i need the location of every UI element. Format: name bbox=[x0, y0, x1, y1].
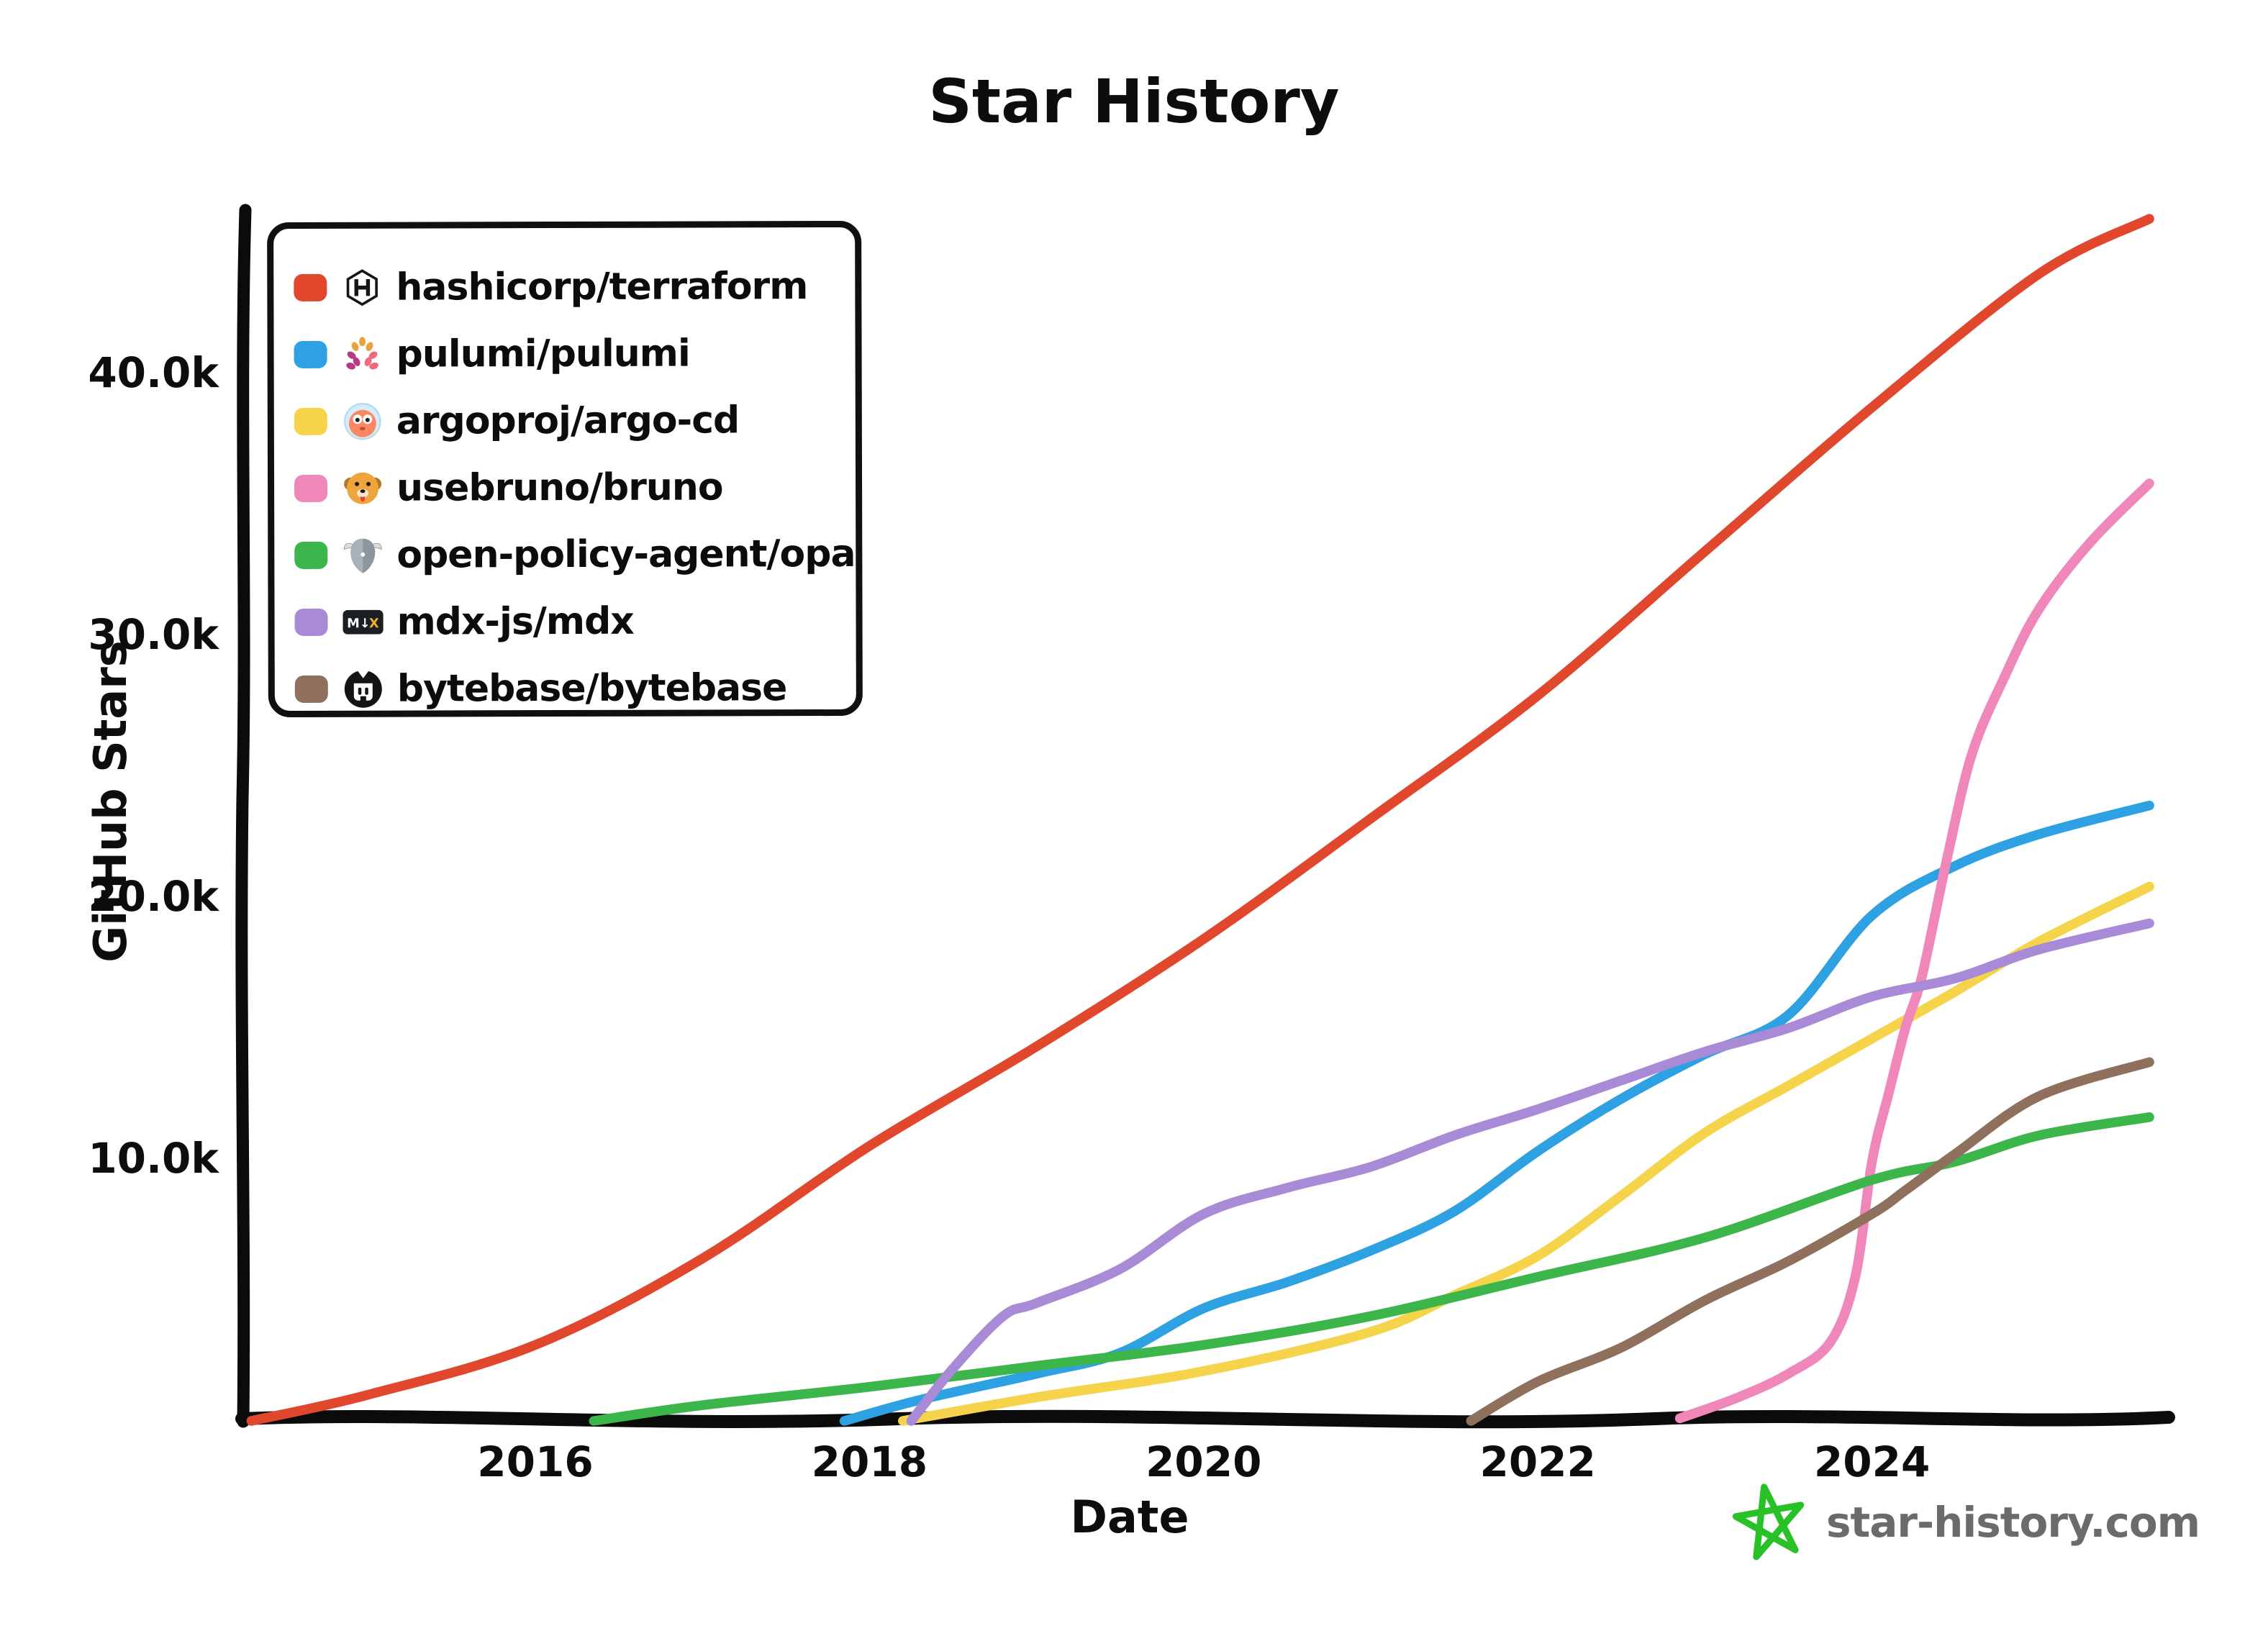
legend-item-argo-cd: argoproj/argo-cd bbox=[294, 394, 740, 447]
legend-item-bytebase: bytebase/bytebase bbox=[294, 662, 787, 715]
x-axis-label: Date bbox=[1070, 1491, 1189, 1543]
y-axis-line bbox=[235, 204, 252, 1428]
series-line-open-policy-agent-opa bbox=[589, 1112, 2154, 1426]
series-line-argoproj-argo-cd bbox=[898, 881, 2154, 1426]
x-tick-label: 2024 bbox=[1813, 1437, 1931, 1486]
series-line-bytebase-bytebase bbox=[1466, 1057, 2154, 1426]
legend-repo-label: pulumi/pulumi bbox=[396, 332, 690, 376]
legend-repo-label: open-policy-agent/opa bbox=[396, 532, 856, 577]
legend-swatch bbox=[294, 273, 327, 301]
series-line-hashicorp-terraform bbox=[246, 214, 2154, 1426]
legend-item-terraform: hashicorp/terraform bbox=[294, 260, 807, 314]
mdx-icon: M↓ X bbox=[342, 601, 384, 643]
footer-site-label: star-history.com bbox=[1826, 1498, 2200, 1547]
legend-swatch bbox=[294, 608, 328, 636]
star-history-logo-icon bbox=[1730, 1481, 1810, 1564]
legend-swatch bbox=[294, 675, 328, 703]
bytebase-icon bbox=[343, 668, 384, 710]
y-tick-label: 30.0k bbox=[88, 610, 219, 659]
svg-text:X: X bbox=[369, 617, 379, 631]
series-line-usebruno-bruno bbox=[1674, 478, 2154, 1424]
legend-box: hashicorp/terraform pulumi/pulumi argopr… bbox=[267, 220, 863, 718]
legend-swatch bbox=[294, 541, 328, 569]
x-axis-line bbox=[235, 1409, 2175, 1429]
series-line-mdx-js-mdx bbox=[906, 918, 2154, 1426]
y-tick-label: 40.0k bbox=[88, 348, 219, 397]
legend-swatch bbox=[294, 407, 327, 435]
x-tick-label: 2018 bbox=[811, 1437, 928, 1486]
legend-repo-label: mdx-js/mdx bbox=[396, 599, 634, 644]
legend-item-opa: open-policy-agent/opa bbox=[294, 528, 856, 581]
legend-repo-label: hashicorp/terraform bbox=[396, 265, 808, 309]
bruno-icon bbox=[342, 468, 384, 509]
chart-title: Star History bbox=[928, 66, 1340, 137]
series-line-pulumi-pulumi bbox=[839, 800, 2154, 1426]
x-tick-label: 2020 bbox=[1146, 1437, 1262, 1486]
legend-item-pulumi: pulumi/pulumi bbox=[294, 328, 690, 381]
x-tick-label: 2016 bbox=[477, 1437, 594, 1486]
terraform-icon bbox=[341, 267, 383, 309]
svg-text:M↓: M↓ bbox=[347, 617, 371, 631]
opa-icon bbox=[342, 535, 384, 576]
legend-swatch bbox=[294, 474, 328, 502]
legend-swatch bbox=[294, 340, 327, 368]
pulumi-icon bbox=[342, 334, 384, 376]
legend-repo-label: usebruno/bruno bbox=[396, 465, 723, 510]
x-tick-label: 2022 bbox=[1479, 1437, 1596, 1486]
y-tick-label: 10.0k bbox=[88, 1134, 219, 1183]
y-tick-label: 20.0k bbox=[88, 872, 219, 921]
legend-repo-label: argoproj/argo-cd bbox=[396, 399, 740, 443]
legend-repo-label: bytebase/bytebase bbox=[396, 666, 787, 711]
footer-branding: star-history.com bbox=[1730, 1481, 2200, 1564]
argo-cd-icon bbox=[342, 401, 384, 442]
legend-item-bruno: usebruno/bruno bbox=[294, 461, 723, 514]
